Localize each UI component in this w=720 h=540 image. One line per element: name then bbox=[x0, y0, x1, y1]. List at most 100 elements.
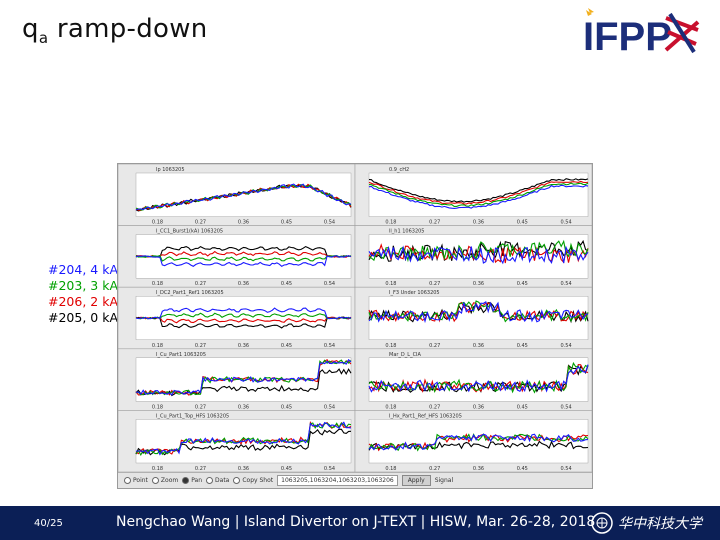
tool-data[interactable]: Data bbox=[206, 477, 229, 484]
tick-label: 0.36 bbox=[238, 220, 249, 226]
plot-title: Mar_D_L_CIA bbox=[389, 352, 422, 358]
tick-label: 0.45 bbox=[517, 466, 528, 472]
radio-icon bbox=[182, 477, 190, 484]
plot-area bbox=[135, 234, 352, 279]
tick-label: 0.18 bbox=[385, 466, 396, 472]
plot-title: ll_h1 1063205 bbox=[389, 229, 425, 235]
signal-trace bbox=[135, 312, 352, 320]
plot-title: I_Cu_Part1_Top_HFS 1063205 bbox=[156, 413, 229, 419]
tick-label: 0.27 bbox=[429, 220, 440, 226]
footer-text: Nengchao Wang | Island Divertor on J-TEX… bbox=[116, 514, 596, 530]
tick-label: 0.36 bbox=[473, 343, 484, 349]
slide-footer: 40/25 Nengchao Wang | Island Divertor on… bbox=[0, 506, 720, 540]
tick-label: 0.27 bbox=[429, 343, 440, 349]
tick-label: 0.36 bbox=[238, 281, 249, 287]
tick-label: 0.18 bbox=[385, 404, 396, 410]
tick-label: 0.36 bbox=[473, 220, 484, 226]
plot-title: I_F3 Under 1063205 bbox=[389, 290, 440, 296]
signal-trace bbox=[135, 358, 352, 396]
plot-title: 0.9_cH2 bbox=[389, 167, 409, 173]
radio-icon bbox=[233, 477, 241, 484]
tick-label: 0.54 bbox=[324, 404, 335, 410]
signal-plots[interactable]: Ip 1063205 0.18 0.27 0.36 0.45 0.54 0.9_cH2 0.1… bbox=[118, 164, 592, 472]
tick-label: 0.54 bbox=[324, 466, 335, 472]
tool-zoom[interactable]: Zoom bbox=[151, 477, 178, 484]
plot-toolbar: Point Zoom Pan Data Copy Shot 1063205,10… bbox=[118, 472, 592, 488]
signal-trace bbox=[135, 421, 352, 456]
radio-icon bbox=[124, 477, 131, 484]
tick-label: 0.54 bbox=[324, 343, 335, 349]
legend-item-3: #206, 2 kA bbox=[48, 294, 118, 309]
tick-label: 0.45 bbox=[281, 466, 292, 472]
tick-label: 0.27 bbox=[429, 466, 440, 472]
tick-label: 0.45 bbox=[281, 220, 292, 226]
tool-pan[interactable]: Pan bbox=[182, 477, 202, 484]
signal-trace bbox=[135, 358, 352, 396]
tick-label: 0.45 bbox=[517, 404, 528, 410]
tick-label: 0.36 bbox=[238, 466, 249, 472]
signal-plot-window[interactable]: Ip 1063205 0.18 0.27 0.36 0.45 0.54 0.9_cH2 0.1… bbox=[117, 163, 593, 489]
tool-copy-shot[interactable]: Copy Shot bbox=[233, 477, 273, 484]
tick-label: 0.45 bbox=[517, 343, 528, 349]
ifpp-logo: IFPP bbox=[583, 8, 700, 58]
signal-trace bbox=[368, 182, 589, 207]
tick-label: 0.36 bbox=[238, 404, 249, 410]
tick-label: 0.36 bbox=[473, 281, 484, 287]
tick-label: 0.36 bbox=[238, 343, 249, 349]
plot-title: I_Hx_Part1_Ref_HFS 1063205 bbox=[389, 413, 462, 419]
tick-label: 0.18 bbox=[385, 343, 396, 349]
signal-trace bbox=[368, 180, 589, 205]
signal-trace bbox=[135, 254, 352, 262]
plot-title: I_Cu_Part1 1063205 bbox=[156, 352, 206, 358]
signal-trace bbox=[368, 239, 589, 263]
tick-label: 0.18 bbox=[152, 220, 163, 226]
tick-label: 0.36 bbox=[473, 404, 484, 410]
tick-label: 0.54 bbox=[561, 466, 572, 472]
signal-trace bbox=[135, 245, 352, 258]
radio-icon bbox=[151, 477, 159, 484]
plot-title: I_DC2_Part1_Ref1 1063205 bbox=[156, 290, 224, 296]
tick-label: 0.45 bbox=[281, 343, 292, 349]
signal-trace bbox=[135, 183, 351, 211]
tick-label: 0.36 bbox=[473, 466, 484, 472]
tick-label: 0.45 bbox=[281, 281, 292, 287]
tick-label: 0.45 bbox=[517, 220, 528, 226]
tick-label: 0.54 bbox=[561, 343, 572, 349]
tick-label: 0.27 bbox=[195, 343, 206, 349]
university-logo: 华中科技大学 bbox=[591, 512, 704, 534]
signal-trace bbox=[135, 422, 352, 457]
tick-label: 0.27 bbox=[195, 466, 206, 472]
tick-label: 0.27 bbox=[429, 404, 440, 410]
plot-title: I_CC1_Burst1(kA) 1063205 bbox=[156, 229, 223, 235]
shot-legend: #204, 4 kA #203, 3 kA #206, 2 kA #205, 0… bbox=[20, 262, 118, 326]
tick-label: 0.18 bbox=[152, 466, 163, 472]
signal-trace bbox=[368, 184, 589, 209]
tick-label: 0.45 bbox=[517, 281, 528, 287]
tool-point[interactable]: Point bbox=[124, 477, 148, 484]
signal-trace bbox=[135, 307, 352, 320]
signal-button[interactable]: Signal bbox=[434, 477, 454, 484]
logo-emblem-icon bbox=[586, 8, 594, 16]
plot-area bbox=[135, 295, 352, 340]
legend-item-2: #203, 3 kA bbox=[48, 278, 118, 293]
legend-item-1: #204, 4 kA bbox=[48, 262, 118, 277]
shot-input[interactable]: 1063205,1063204,1063203,1063206 bbox=[277, 475, 398, 486]
slide-title: qa ramp-down bbox=[22, 14, 208, 48]
university-seal-icon bbox=[591, 512, 613, 534]
tick-label: 0.18 bbox=[385, 220, 396, 226]
signal-trace bbox=[368, 440, 589, 451]
signal-trace bbox=[368, 361, 589, 394]
tick-label: 0.54 bbox=[561, 281, 572, 287]
plot-area bbox=[368, 357, 589, 402]
legend-item-4: #205, 0 kA bbox=[48, 310, 118, 325]
tick-label: 0.18 bbox=[385, 281, 396, 287]
tick-label: 0.18 bbox=[152, 404, 163, 410]
tick-label: 0.54 bbox=[561, 220, 572, 226]
apply-button[interactable]: Apply bbox=[401, 475, 431, 486]
signal-trace bbox=[135, 420, 352, 455]
tick-label: 0.18 bbox=[152, 281, 163, 287]
signal-trace bbox=[368, 301, 589, 324]
plot-area bbox=[135, 172, 352, 217]
university-name: 华中科技大学 bbox=[618, 516, 704, 532]
signal-trace bbox=[135, 250, 352, 258]
